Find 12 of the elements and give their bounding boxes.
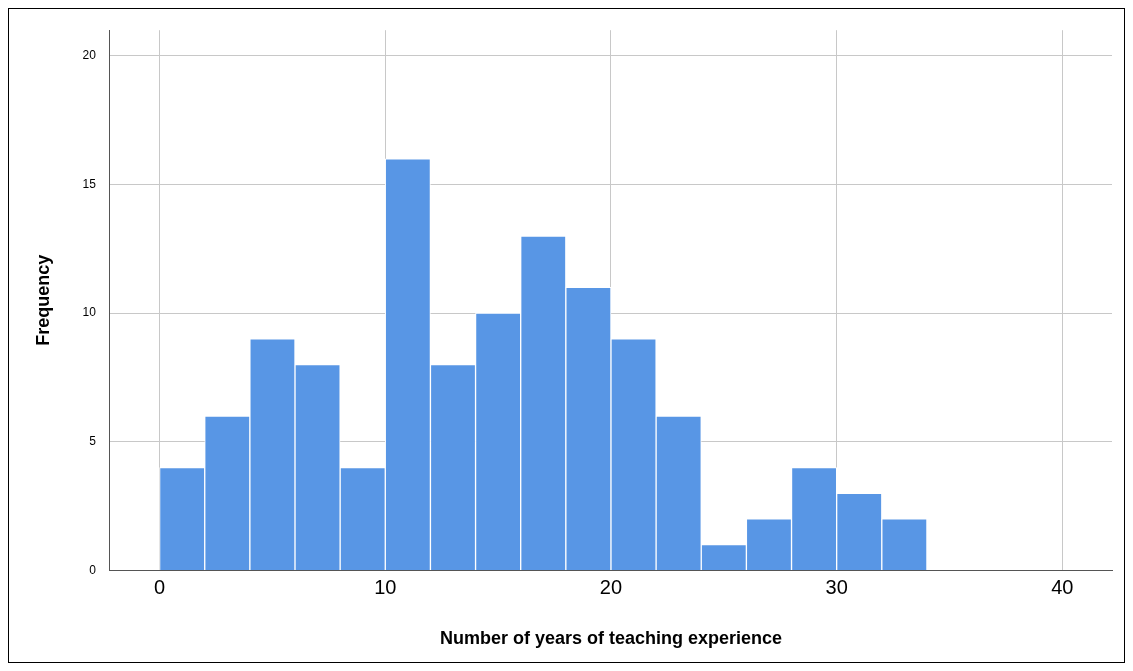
x-tick-label: 20: [599, 575, 623, 598]
y-tick-label: 10: [82, 305, 97, 320]
x-tick-label: 30: [825, 575, 848, 598]
x-tick-label: 40: [1051, 575, 1074, 598]
y-axis-title: Frequency: [32, 254, 53, 346]
y-tick-label: 0: [89, 562, 97, 577]
y-tick-label: 20: [82, 48, 97, 63]
x-tick-label: 10: [374, 575, 397, 598]
x-axis-title: Number of years of teaching experience: [439, 628, 783, 649]
y-tick-label: 5: [89, 434, 97, 449]
y-tick-label: 15: [82, 176, 97, 191]
x-tick-label: 0: [154, 575, 166, 598]
